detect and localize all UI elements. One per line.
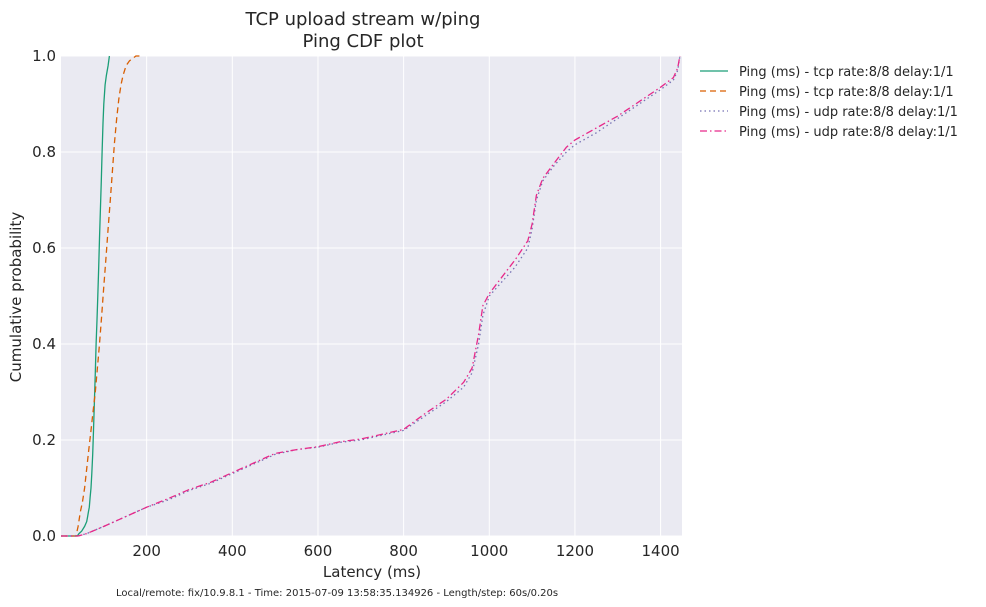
y-tick-labels: 0.0 0.2 0.4 0.6 0.8 1.0 [32,47,56,545]
chart-title-line-2: Ping CDF plot [302,31,423,52]
y-tick-label: 0.0 [32,527,56,545]
x-axis-label: Latency (ms) [323,563,421,581]
legend-label-4: Ping (ms) - udp rate:8/8 delay:1/1 [739,125,958,140]
footer-info: Local/remote: fix/10.9.8.1 - Time: 2015-… [116,588,558,599]
legend-label-2: Ping (ms) - tcp rate:8/8 delay:1/1 [739,85,954,100]
plot-background [61,56,682,536]
x-tick-label: 1000 [470,542,508,560]
x-tick-label: 600 [304,542,333,560]
x-tick-label: 1400 [641,542,679,560]
series-layer [61,55,681,537]
y-axis-label: Cumulative probability [7,212,25,383]
x-tick-label: 200 [132,542,161,560]
y-tick-label: 0.4 [32,335,56,353]
x-tick-labels: 200 400 600 800 1000 1200 1400 [132,542,679,560]
series-line-4 [61,55,681,537]
y-tick-label: 0.8 [32,143,56,161]
x-tick-label: 400 [218,542,247,560]
legend-label-3: Ping (ms) - udp rate:8/8 delay:1/1 [739,105,958,120]
series-line-1 [61,55,111,537]
chart-title-line-1: TCP upload stream w/ping [245,9,481,30]
x-tick-label: 1200 [556,542,594,560]
legend: Ping (ms) - tcp rate:8/8 delay:1/1 Ping (… [700,65,958,140]
legend-label-1: Ping (ms) - tcp rate:8/8 delay:1/1 [739,65,954,80]
y-tick-label: 0.2 [32,431,56,449]
series-line-2 [61,55,143,537]
y-tick-label: 0.6 [32,239,56,257]
x-tick-label: 800 [389,542,418,560]
y-tick-label: 1.0 [32,47,56,65]
